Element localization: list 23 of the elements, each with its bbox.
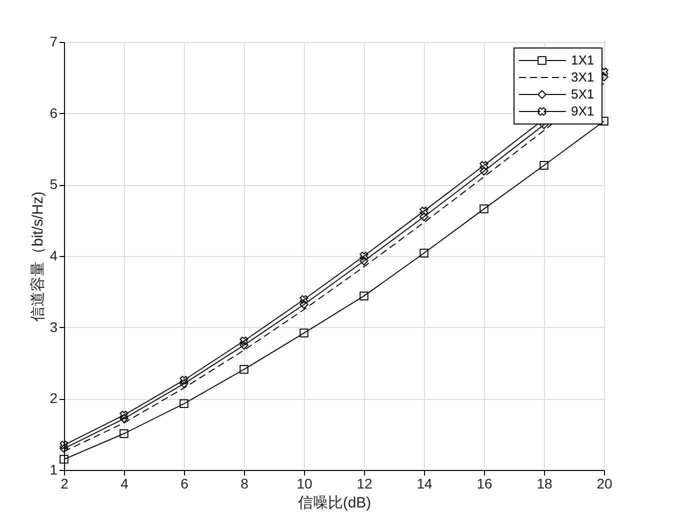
y-tick-label: 6 [50, 104, 58, 121]
y-tick-label: 5 [50, 176, 58, 192]
y-tick-label: 4 [50, 248, 58, 264]
y-axis-title: 信道容量（bit/s/Hz) [30, 191, 47, 322]
x-tick-label: 8 [240, 476, 249, 492]
legend-label: 9X1 [571, 104, 594, 118]
x-axis-title: 信噪比(dB) [298, 494, 372, 512]
x-tick-label: 16 [476, 476, 492, 492]
x-tick-label: 10 [296, 476, 312, 492]
y-tick-label: 1 [50, 462, 58, 478]
x-tick-label: 6 [180, 476, 189, 492]
x-tick-label: 20 [596, 476, 612, 492]
legend-label: 5X1 [571, 86, 594, 102]
x-tick-label: 18 [536, 476, 552, 492]
x-tick-label: 4 [120, 476, 129, 492]
y-tick-label: 2 [50, 390, 58, 406]
legend-label: 3X1 [571, 70, 594, 84]
y-tick-label: 3 [50, 318, 58, 335]
x-tick-label: 12 [356, 476, 372, 492]
x-tick-label: 2 [60, 476, 69, 492]
x-tick-label: 14 [416, 476, 432, 492]
y-tick-label: 7 [50, 34, 58, 50]
legend-label: 1X1 [571, 52, 594, 68]
